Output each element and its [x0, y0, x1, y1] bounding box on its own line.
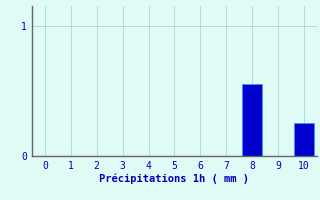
- Bar: [242, 84, 262, 156]
- Bar: [294, 123, 314, 156]
- X-axis label: Précipitations 1h ( mm ): Précipitations 1h ( mm ): [100, 174, 249, 184]
